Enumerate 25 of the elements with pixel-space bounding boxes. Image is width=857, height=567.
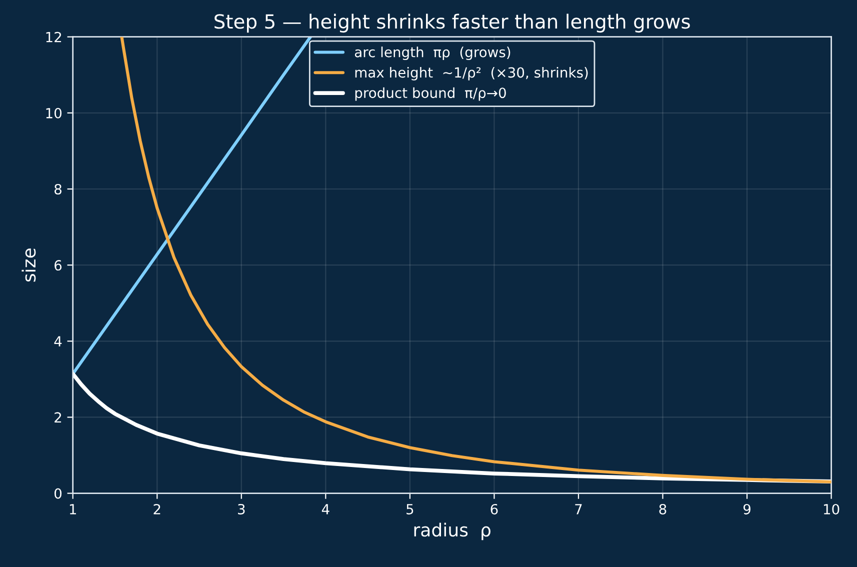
- line-series: [120, 36, 832, 484]
- x-tick-label: 7: [575, 504, 582, 514]
- x-tick-label: 10: [824, 504, 840, 514]
- y-tick-label: 0: [54, 488, 62, 499]
- x-tick-label: 8: [659, 504, 666, 514]
- legend-label: max height ~1/ρ² (×30, shrinks): [355, 66, 588, 80]
- x-axis-title: radius ρ: [414, 522, 490, 540]
- y-tick-label: 8: [54, 184, 62, 194]
- x-tick-label: 4: [322, 504, 330, 514]
- legend-label: arc length πρ (grows): [354, 46, 510, 60]
- chart-title: Step 5 — height shrinks faster than length grows: [214, 14, 690, 33]
- y-tick-label: 4: [54, 336, 62, 346]
- y-tick-label: 2: [54, 412, 62, 422]
- legend-label: product bound π/ρ→0: [355, 87, 506, 101]
- x-tick-label: 5: [406, 504, 414, 514]
- line-series: [72, 36, 312, 376]
- y-axis-title: size: [22, 248, 36, 282]
- x-tick-label: 1: [70, 504, 76, 514]
- x-tick-label: 2: [154, 504, 160, 514]
- x-tick-label: 6: [490, 504, 498, 514]
- x-tick-label: 9: [743, 504, 750, 514]
- y-tick-label: 12: [46, 32, 62, 42]
- y-tick-label: 6: [54, 260, 62, 271]
- x-tick-label: 3: [238, 504, 245, 514]
- y-tick-label: 10: [46, 108, 62, 118]
